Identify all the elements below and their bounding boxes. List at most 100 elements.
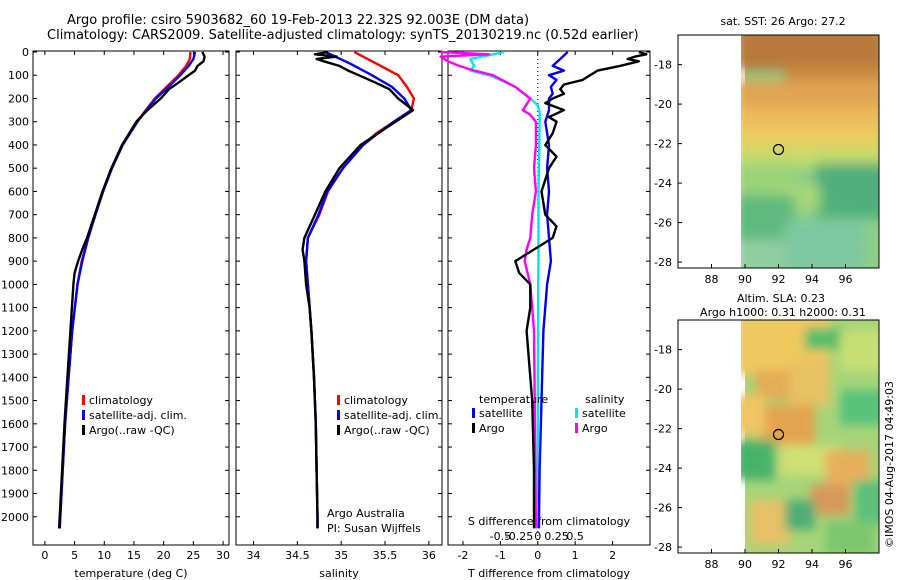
sst_map-y-label: -20	[654, 98, 672, 111]
salinity-frame	[235, 50, 443, 546]
sla_map-y-label: -28	[654, 541, 672, 554]
depth-y-label: 100	[8, 69, 29, 82]
sla_map-x-label: 94	[805, 558, 819, 571]
difference-legend-temperature-swatch	[472, 408, 475, 418]
sla-patch	[790, 360, 830, 405]
sla_map-x-label: 96	[839, 558, 853, 571]
sla_map-x-label: 88	[705, 558, 719, 571]
temperature-x-label: 5	[71, 549, 78, 562]
depth-y-label: 1900	[1, 488, 29, 501]
sst_map-y-label: -26	[654, 217, 672, 230]
sla-patch	[750, 500, 790, 545]
difference-frame	[447, 50, 651, 546]
depth-y-label: 1000	[1, 278, 29, 291]
temperature-x-label: 15	[127, 549, 141, 562]
sla-patch	[840, 390, 879, 425]
salinity-xlabel: salinity	[319, 567, 359, 580]
temperature-x-label: 0	[41, 549, 48, 562]
annotation-argo-australia: Argo Australia	[327, 507, 405, 520]
salinity-x-label: 35	[334, 549, 348, 562]
salinity-x-label: 35.5	[373, 549, 398, 562]
plot-difference: -2 -1 0 1 2 -0.5-0.25 0 0.250.5 S difference fro…	[439, 50, 651, 580]
salinity-x-label: 34	[247, 549, 261, 562]
difference-legend-salinity-label: satellite	[582, 407, 626, 420]
depth-y-label: 200	[8, 92, 29, 105]
tdiff-x-label: 2	[609, 549, 616, 562]
difference-legend-temperature-label: satellite	[479, 407, 523, 420]
sla-patch	[855, 480, 879, 525]
sla-patch	[785, 500, 815, 530]
sla_map-x-label: 90	[738, 558, 752, 571]
tdiff-x-label: -1	[495, 549, 506, 562]
salinity-x-label: 34.5	[285, 549, 310, 562]
temperature-xlabel: temperature (deg C)	[74, 567, 187, 580]
depth-y-label: 400	[8, 139, 29, 152]
sla-blobs	[741, 320, 879, 553]
depth-y-label: 1800	[1, 464, 29, 477]
temperature-legend-label: Argo(..raw -QC)	[89, 424, 175, 437]
difference-legend-temperature-label: Argo	[479, 422, 505, 435]
sla-map-title-1: Altim. SLA: 0.23	[737, 292, 825, 305]
depth-y-label: 300	[8, 116, 29, 129]
series-temperature-argo	[514, 50, 648, 529]
sst_map-x-label: 88	[705, 273, 719, 286]
plot-salinity: 34 34.5 35 35.5 36 salinity climatology satelli…	[235, 50, 443, 580]
sdiff-x-label: 0	[534, 530, 541, 543]
annotation-pi: PI: Susan Wijffels	[327, 522, 421, 535]
sst_map-x-label: 96	[839, 273, 853, 286]
sdiff-x-label: -0.5	[490, 530, 511, 543]
series-satellite-adj	[304, 50, 413, 529]
map-sla_map: 88 90 92 94 96 -18 -20 -22 -24 -26 -28	[654, 319, 880, 571]
tdiff-xlabel: T difference from climatology	[467, 567, 630, 580]
temperature-frame	[32, 50, 230, 546]
title-line-1: Argo profile: csiro 5903682_60 19-Feb-20…	[67, 13, 530, 28]
sla-patch	[760, 405, 815, 445]
salinity-legend-swatch	[337, 410, 340, 420]
salinity-legend-label: satellite-adj. clim.	[344, 409, 442, 422]
sst-patch	[741, 35, 879, 70]
title-line-2: Climatology: CARS2009. Satellite-adjuste…	[47, 28, 639, 43]
sst-map-title: sat. SST: 26 Argo: 27.2	[720, 15, 845, 28]
temperature-x-label: 30	[216, 549, 230, 562]
sla-patch	[741, 440, 775, 480]
legend-temperature-title: temperature	[479, 393, 548, 406]
tdiff-x-label: 0	[534, 549, 541, 562]
difference-legend-salinity-swatch	[575, 408, 578, 418]
sla-patch	[840, 330, 879, 370]
depth-y-label: 0	[22, 46, 29, 59]
sst-patch	[815, 163, 879, 218]
argo-position-marker	[772, 143, 785, 156]
sst_map-x-label: 90	[738, 273, 752, 286]
salinity-legend-swatch	[337, 395, 340, 405]
temperature-x-label: 20	[157, 549, 171, 562]
temperature-legend-label: satellite-adj. clim.	[89, 409, 187, 422]
series-salinity-argo	[439, 50, 538, 529]
salinity-legend-label: Argo(..raw -QC)	[344, 424, 430, 437]
depth-y-label: 2000	[1, 511, 29, 524]
depth-y-label: 700	[8, 209, 29, 222]
sdiff-xlabel: S difference from climatology	[468, 515, 631, 528]
temperature-x-label: 25	[186, 549, 200, 562]
depth-y-label: 1700	[1, 441, 29, 454]
temperature-legend-swatch	[82, 425, 85, 435]
sla-patch	[741, 395, 765, 435]
depth-y-label: 1300	[1, 348, 29, 361]
map-sst_map: 88 90 92 94 96 -18 -20 -22 -24 -26 -28	[654, 34, 880, 286]
sla-patch	[805, 328, 850, 350]
salinity-x-label: 36	[422, 549, 436, 562]
sst-blobs	[741, 35, 879, 268]
sst-patch	[741, 147, 879, 167]
sdiff-x-label: 0.5	[566, 530, 584, 543]
sla_map-y-label: -24	[654, 462, 672, 475]
sla-patch	[825, 520, 875, 553]
sla_map-y-label: -20	[654, 383, 672, 396]
series-satellite-adj	[58, 51, 197, 529]
sst-patch	[741, 80, 879, 110]
depth-y-label: 1400	[1, 371, 29, 384]
salinity-legend-swatch	[337, 425, 340, 435]
salinity-legend-label: climatology	[344, 394, 408, 407]
map-images: sat. SST: 26 Argo: 27.2 88 90 92 94 96 -18 -20 -…	[654, 15, 880, 571]
series-argo	[301, 50, 415, 529]
temperature-legend-label: climatology	[89, 394, 153, 407]
sdiff-x-label: 0.25	[544, 530, 569, 543]
